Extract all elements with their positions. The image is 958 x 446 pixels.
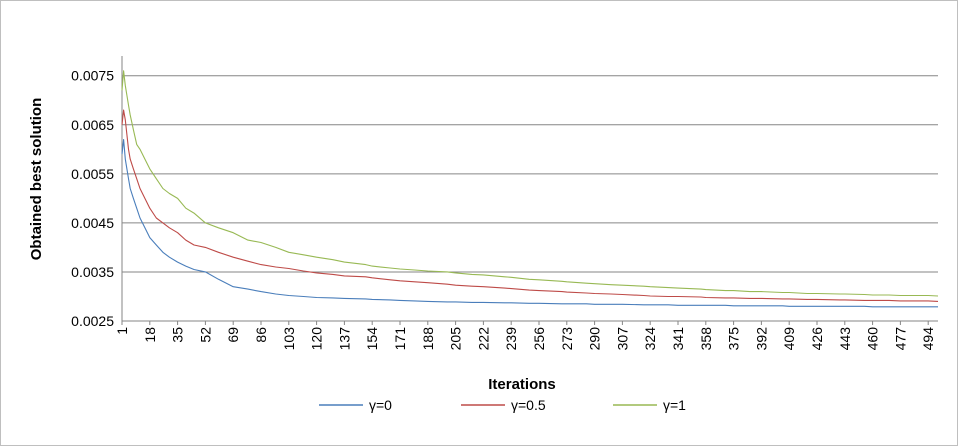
legend-label: γ=0 (369, 397, 392, 413)
legend-label: γ=0.5 (511, 397, 546, 413)
x-tick-label: 494 (920, 327, 936, 351)
x-axis-title: Iterations (488, 376, 556, 393)
x-tick-label: 103 (281, 327, 297, 351)
x-tick-label: 341 (670, 327, 686, 351)
y-tick-label: 0.0075 (71, 68, 114, 84)
x-tick-label: 120 (309, 327, 325, 351)
x-tick-label: 52 (197, 327, 213, 343)
series-lines (121, 70, 939, 308)
x-tick-label: 188 (420, 327, 436, 351)
x-tick-label: 171 (392, 327, 408, 351)
x-tick-label: 426 (809, 327, 825, 351)
x-tick-label: 460 (865, 327, 881, 351)
x-tick-label: 35 (170, 327, 186, 343)
series-line-1 (121, 109, 939, 302)
y-tick-label: 0.0045 (71, 215, 114, 231)
x-tick-label: 477 (892, 327, 908, 351)
x-tick-label: 86 (253, 327, 269, 343)
series-line-2 (121, 70, 939, 297)
x-tick-label: 307 (614, 327, 630, 351)
x-tick-label: 222 (475, 327, 491, 351)
y-tick-label: 0.0035 (71, 264, 114, 280)
x-tick-label: 375 (726, 327, 742, 351)
y-axis-ticks: 0.0025 0.0035 0.0045 0.0055 0.0065 0.0075 (71, 68, 114, 329)
y-tick-label: 0.0025 (71, 313, 114, 329)
y-tick-label: 0.0065 (71, 117, 114, 133)
legend-label: γ=1 (663, 397, 686, 413)
x-tick-label: 18 (142, 327, 158, 343)
x-tick-label: 154 (364, 327, 380, 351)
x-tick-label: 239 (503, 327, 519, 351)
x-tick-label: 1 (114, 327, 130, 335)
x-tick-label: 137 (336, 327, 352, 351)
x-axis-ticks: 1 18 35 52 69 86 103 120 137 154 171 188 205 222 239 25… (114, 321, 936, 350)
x-tick-label: 205 (448, 327, 464, 351)
x-tick-label: 273 (559, 327, 575, 351)
gridlines (121, 56, 938, 322)
x-tick-label: 324 (642, 327, 658, 351)
x-tick-label: 358 (698, 327, 714, 351)
x-tick-label: 256 (531, 327, 547, 351)
x-tick-label: 443 (837, 327, 853, 351)
y-tick-label: 0.0055 (71, 166, 114, 182)
series-line-0 (121, 138, 938, 308)
x-tick-label: 69 (225, 327, 241, 343)
x-tick-label: 290 (587, 327, 603, 351)
y-axis-title: Obtained best solution (28, 98, 45, 261)
x-tick-label: 409 (781, 327, 797, 351)
legend: γ=0 γ=0.5 γ=1 (319, 397, 686, 413)
x-tick-label: 392 (753, 327, 769, 351)
